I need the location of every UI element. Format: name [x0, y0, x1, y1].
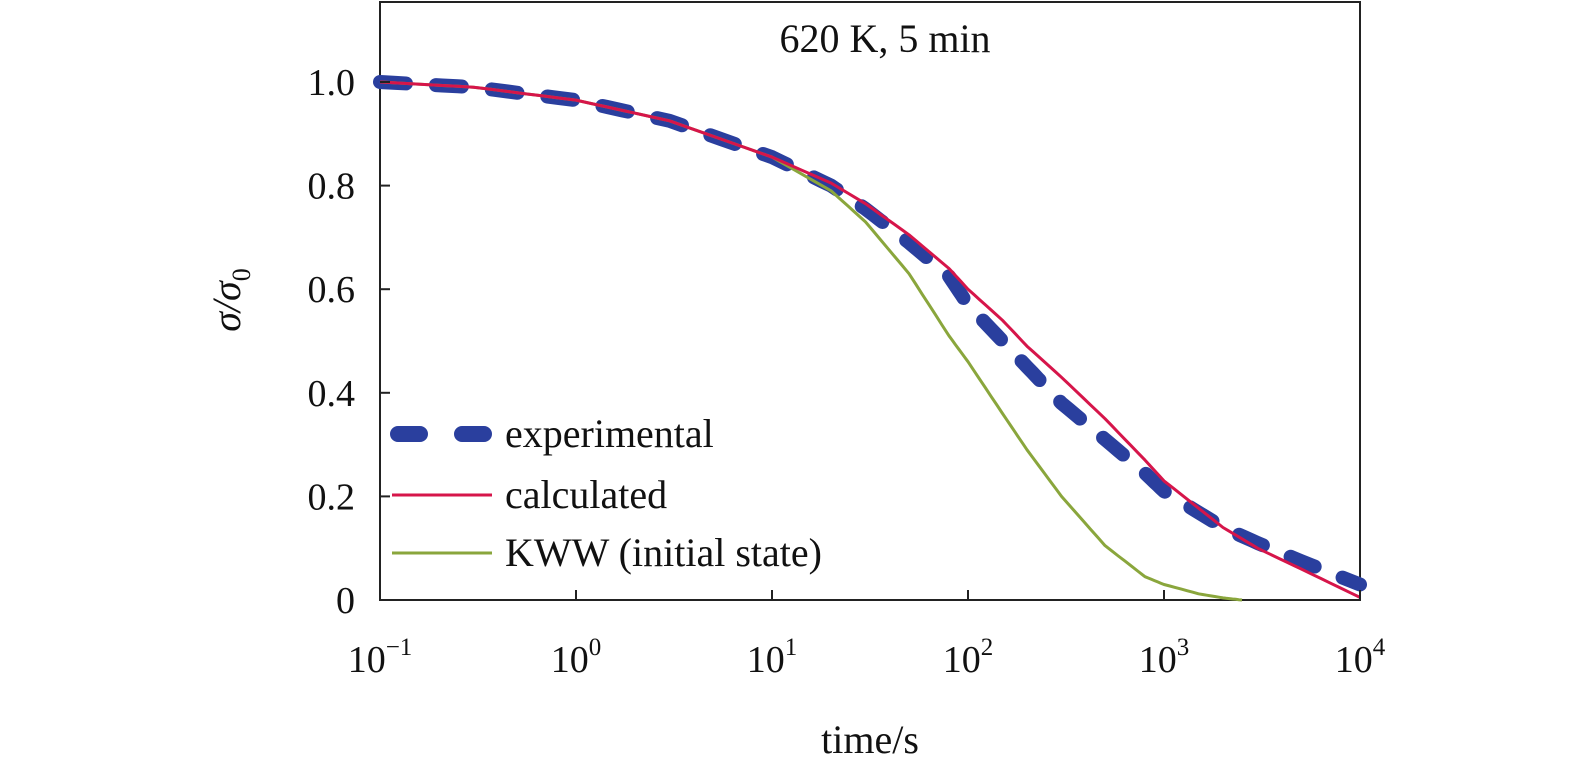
x-tick-label: 101: [747, 634, 798, 681]
x-tick-base: 10: [1139, 639, 1177, 681]
x-tick-label: 100: [551, 634, 602, 681]
x-tick-base: 10: [348, 639, 386, 681]
legend-label-0: experimental: [505, 411, 714, 456]
x-tick-label: 102: [943, 634, 994, 681]
y-axis-label-base: σ/σ: [204, 280, 249, 332]
svg-text:σ/σ0: σ/σ0: [204, 268, 256, 332]
plot-area: 10−1 100 101 102 103 104 00.20.40.60.81.0: [308, 1, 1386, 681]
y-tick-label: 1.0: [308, 62, 356, 104]
y-ticks: 0 0.2 0.4 0.6 0.8 1.0: [308, 62, 390, 622]
x-tick-exponent: 1: [785, 634, 798, 661]
y-tick-label: 0.2: [308, 476, 356, 518]
x-tick-base: 10: [943, 639, 981, 681]
y-axis-label-sub: 0: [227, 268, 256, 281]
series-layer: [373, 75, 1367, 602]
series-line-1: [379, 80, 1361, 599]
legend-label-2: KWW (initial state): [505, 530, 822, 575]
x-tick-base: 10: [747, 639, 785, 681]
x-tick-base: 10: [1335, 639, 1373, 681]
x-tick-exponent: 2: [981, 634, 994, 661]
x-tick-exponent: −1: [386, 634, 413, 661]
y-axis-label: σ/σ0: [204, 268, 256, 332]
x-tick-label: 103: [1139, 634, 1190, 681]
legend-label-1: calculated: [505, 472, 667, 517]
x-axis-label: time/s: [821, 717, 919, 762]
x-tick-exponent: 0: [589, 634, 602, 661]
x-tick-exponent: 4: [1373, 634, 1386, 661]
x-tick-exponent: 3: [1177, 634, 1190, 661]
series-line-2: [379, 80, 1243, 602]
y-tick-label: 0.6: [308, 269, 356, 311]
plot-frame: [379, 1, 1361, 601]
chart-title: 620 K, 5 min: [779, 16, 990, 61]
legend: experimental calculated KWW (initial state…: [390, 411, 822, 575]
x-tick-label: 10−1: [348, 634, 413, 681]
y-tick-label: 0.8: [308, 166, 356, 208]
y-tick-label: 0.4: [308, 373, 356, 415]
x-tick-label: 104: [1335, 634, 1386, 681]
y-tick-label: 0: [336, 580, 355, 622]
x-tick-base: 10: [551, 639, 589, 681]
x-ticks: 10−1 100 101 102 103 104: [348, 590, 1386, 681]
